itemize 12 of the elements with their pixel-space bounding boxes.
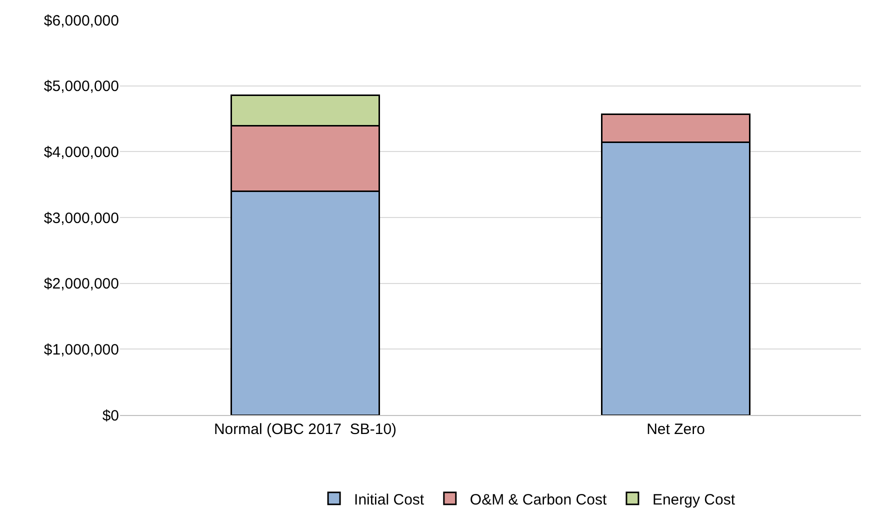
y-tick-label: $2,000,000 [44, 276, 119, 293]
x-tick-label: Net Zero [646, 421, 705, 438]
legend-label: O&M & Carbon Cost [470, 491, 608, 508]
y-tick-label: $4,000,000 [44, 144, 119, 161]
y-tick-label: $6,000,000 [44, 12, 119, 30]
y-tick-label: $5,000,000 [44, 78, 119, 96]
y-tick-label: $0 [102, 407, 119, 424]
legend-label: Energy Cost [652, 491, 736, 508]
legend-label: Initial Cost [354, 491, 425, 508]
x-tick-label: Normal (OBC 2017 SB-10) [214, 421, 397, 438]
y-tick-label: $1,000,000 [44, 341, 119, 358]
y-tick-label: $3,000,000 [44, 210, 119, 227]
